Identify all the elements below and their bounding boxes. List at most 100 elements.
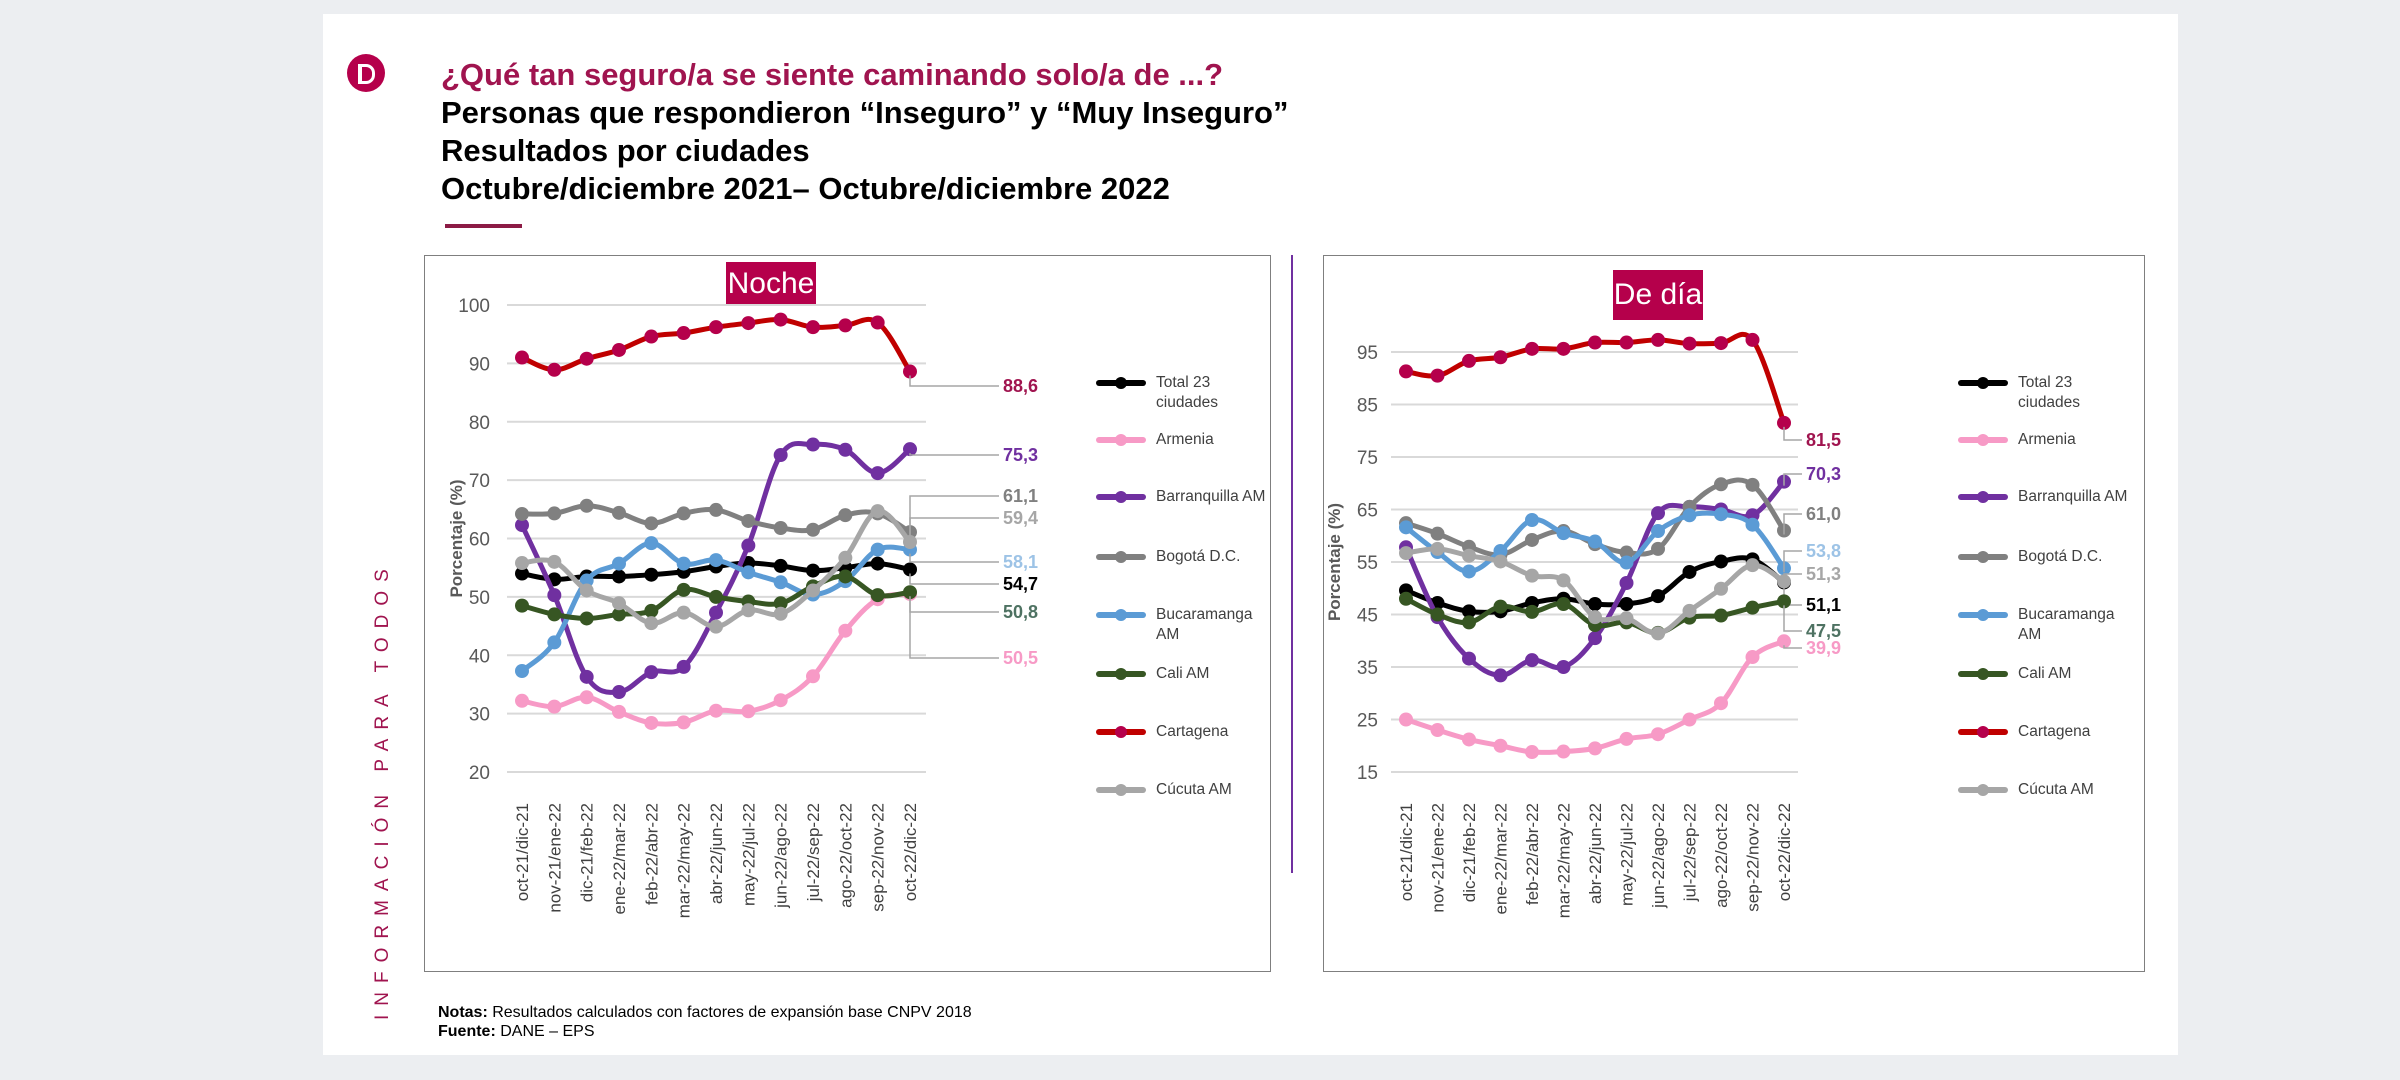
chart-dia-title: De día xyxy=(1613,270,1703,320)
legend-item: Bucaramanga AM xyxy=(1156,606,1253,643)
dane-logo-icon xyxy=(347,54,385,92)
data-point xyxy=(612,685,626,700)
x-tick-label: dic-21/feb-22 xyxy=(578,803,597,902)
data-point xyxy=(870,556,885,571)
end-data-label: 81,5 xyxy=(1806,430,1841,450)
data-point xyxy=(515,518,529,533)
data-point xyxy=(903,442,917,457)
data-point xyxy=(838,442,853,457)
data-point xyxy=(676,582,691,597)
end-data-label: 59,4 xyxy=(1003,508,1038,528)
data-point xyxy=(1462,651,1476,666)
y-tick-label: 60 xyxy=(469,530,490,551)
data-point xyxy=(676,605,691,620)
data-point xyxy=(1556,597,1571,611)
data-point xyxy=(1619,611,1634,626)
y-tick-label: 85 xyxy=(1357,396,1378,417)
data-point xyxy=(612,505,626,520)
x-tick-label: mar-22/may-22 xyxy=(675,803,694,918)
data-point xyxy=(515,664,529,679)
data-point xyxy=(741,565,756,580)
leader-line xyxy=(909,573,999,585)
data-point xyxy=(579,669,594,684)
data-point xyxy=(903,364,917,379)
data-point xyxy=(1556,526,1571,541)
data-point xyxy=(612,704,626,719)
data-point xyxy=(644,715,659,730)
data-point xyxy=(741,316,756,331)
data-point xyxy=(1714,696,1728,711)
legend-swatch-marker xyxy=(1115,784,1127,796)
data-point xyxy=(1588,631,1602,646)
data-point xyxy=(741,603,756,618)
data-point xyxy=(1651,589,1665,604)
end-data-label: 50,5 xyxy=(1003,648,1038,668)
data-point xyxy=(1399,364,1413,379)
legend-swatch-marker xyxy=(1115,377,1127,389)
data-point xyxy=(1651,727,1665,742)
leader-line xyxy=(1783,550,1802,573)
source-text: DANE – EPS xyxy=(495,1023,595,1040)
legend-item: Bogotá D.C. xyxy=(1156,548,1241,565)
data-point xyxy=(870,542,885,557)
data-point xyxy=(1745,600,1760,615)
data-point xyxy=(676,659,691,674)
x-tick-label: jun-22/ago-22 xyxy=(772,803,791,909)
data-point xyxy=(1651,626,1665,641)
x-tick-label: ago-22/oct-22 xyxy=(836,803,855,908)
subtitle: Personas que respondieron “Inseguro” y “… xyxy=(441,95,1289,130)
x-tick-label: sep-22/nov-22 xyxy=(1744,803,1763,912)
legend-swatch-marker xyxy=(1115,551,1127,563)
notes-label: Notas: xyxy=(438,1004,488,1021)
end-data-label: 39,9 xyxy=(1806,638,1841,658)
data-point xyxy=(1525,532,1539,547)
data-point xyxy=(1525,341,1539,356)
data-point xyxy=(773,596,788,611)
data-point xyxy=(644,616,659,631)
x-tick-label: abr-22/jun-22 xyxy=(707,803,726,904)
data-point xyxy=(1714,507,1728,522)
data-point xyxy=(1462,548,1476,563)
data-point xyxy=(579,351,594,366)
data-point xyxy=(870,588,885,603)
x-tick-label: oct-22/dic-22 xyxy=(1775,803,1794,901)
data-point xyxy=(1588,534,1602,549)
leader-line xyxy=(909,596,999,613)
legend-swatch-marker xyxy=(1977,434,1989,446)
data-point xyxy=(1430,541,1445,556)
leader-line xyxy=(1783,513,1802,535)
data-point xyxy=(676,506,691,521)
y-tick-label: 40 xyxy=(469,646,490,667)
data-point xyxy=(1745,650,1760,665)
y-tick-label: 75 xyxy=(1357,448,1378,469)
data-point xyxy=(547,506,562,521)
data-point xyxy=(1651,524,1665,539)
notes: Notas: Resultados calculados con factore… xyxy=(438,1003,972,1041)
data-point xyxy=(612,342,626,357)
data-point xyxy=(1745,517,1760,532)
data-point xyxy=(1493,554,1508,569)
data-point xyxy=(612,569,626,584)
data-point xyxy=(1588,741,1602,756)
data-point xyxy=(1556,660,1571,674)
data-point xyxy=(547,554,562,569)
data-point xyxy=(741,704,756,719)
legend-item: Barranquilla AM xyxy=(2018,488,2128,505)
subtitle-cities: Resultados por ciudades xyxy=(441,133,810,168)
data-point xyxy=(709,619,723,634)
x-tick-label: feb-22/abr-22 xyxy=(642,803,661,905)
legend-item: Cúcuta AM xyxy=(2018,781,2094,798)
y-axis-title: Porcentaje (%) xyxy=(447,479,466,597)
data-point xyxy=(838,318,853,333)
legend-item: Cartagena xyxy=(2018,723,2091,740)
data-point xyxy=(1745,558,1760,573)
data-point xyxy=(1714,554,1728,569)
data-point xyxy=(1777,634,1791,649)
legend-item: Armenia xyxy=(1156,431,1214,448)
data-point xyxy=(1399,712,1413,727)
leader-line xyxy=(1783,605,1802,632)
notes-text: Resultados calculados con factores de ex… xyxy=(487,1004,972,1021)
data-point xyxy=(1714,581,1728,596)
data-point xyxy=(612,607,626,622)
